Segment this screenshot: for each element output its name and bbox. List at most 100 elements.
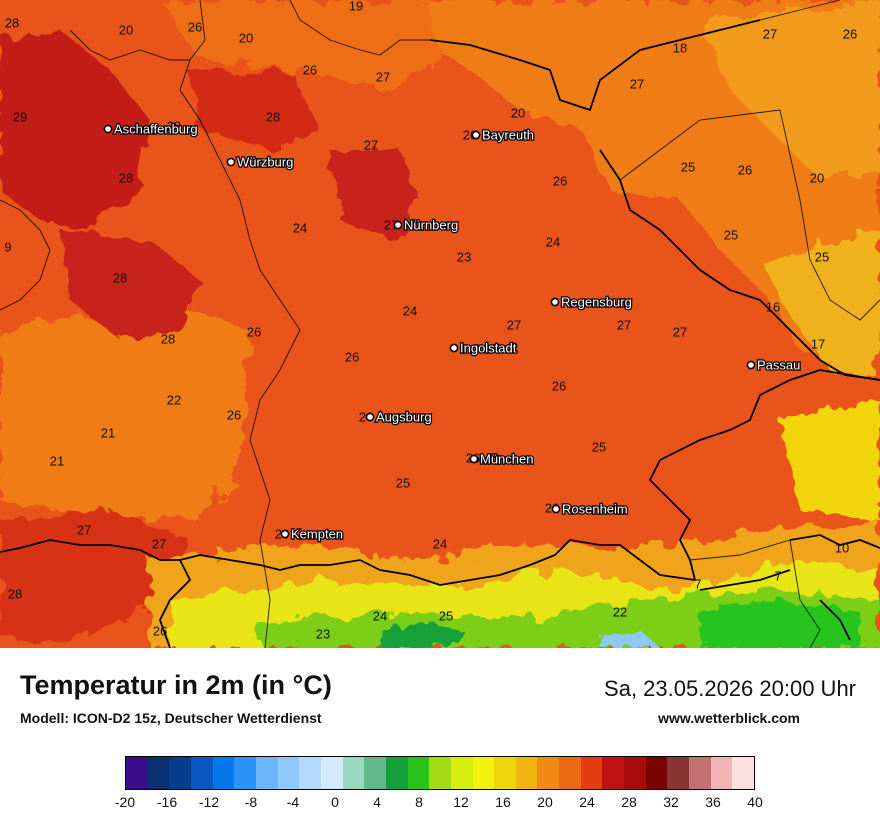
temperature-value: 27	[77, 522, 91, 537]
border-state-northwest	[69, 29, 190, 61]
temperature-value: 25	[681, 159, 695, 174]
color-scale-segment	[255, 757, 278, 789]
color-scale-tick-label: 28	[621, 794, 637, 810]
color-scale-segment	[234, 757, 256, 789]
color-scale-segment	[515, 757, 538, 789]
temperature-value: 25	[592, 439, 606, 454]
city-marker[interactable]: Würzburg	[226, 153, 295, 171]
city-label: Würzburg	[237, 154, 293, 169]
color-scale-segment	[364, 757, 386, 789]
zone-center-north-orange	[160, 0, 440, 90]
temperature-value: 20	[119, 22, 133, 37]
temperature-value: 25	[396, 475, 410, 490]
city-dot-icon	[393, 220, 403, 230]
temperature-value: 20	[239, 30, 253, 45]
city-marker[interactable]: Passau	[746, 356, 802, 374]
city-marker[interactable]: Nürnberg	[393, 216, 460, 234]
border-czech-inner	[619, 0, 880, 321]
color-scale-segment	[732, 757, 755, 789]
color-scale-segment	[190, 757, 213, 789]
city-marker[interactable]: Augsburg	[365, 408, 433, 426]
temperature-value: 27	[364, 137, 378, 152]
color-scale-segment	[624, 757, 646, 789]
temperature-value: 28	[5, 15, 19, 30]
temperature-value: 22	[167, 392, 181, 407]
border-czech	[429, 19, 880, 381]
temperature-value: 28	[8, 586, 22, 601]
color-scale-tick-label: 4	[373, 794, 381, 810]
country-borders	[0, 19, 880, 648]
zone-nuernberg-hot	[330, 150, 420, 240]
color-scale-tick-label: 0	[331, 794, 339, 810]
color-scale-segment	[429, 757, 451, 789]
map-subtitle: Modell: ICON-D2 15z, Deutscher Wetterdie…	[20, 710, 322, 726]
temperature-value: 28	[167, 118, 181, 133]
forecast-datetime: Sa, 23.05.2026 20:00 Uhr	[604, 676, 856, 701]
temperature-value: 28	[113, 270, 127, 285]
temperature-value-labels: 28 20 26 20 19 18 27 26 26 27 27 20 29 28 28 26 27 25 26 20…	[4, 0, 857, 641]
zone-far-northeast	[700, 0, 880, 180]
border-state-west	[179, 0, 301, 648]
temperature-value: 20	[511, 105, 525, 120]
temperature-value: 24	[373, 608, 387, 623]
zone-west-orange	[0, 300, 250, 520]
temperature-value: 26	[153, 623, 167, 638]
temperature-value: 26	[553, 173, 567, 188]
zone-east-mountains	[760, 230, 880, 380]
color-scale-bar	[125, 756, 755, 790]
city-dot-icon	[469, 454, 479, 464]
state-borders	[0, 0, 880, 648]
city-marker[interactable]: Kempten	[280, 525, 344, 543]
color-scale-tick-label: 12	[453, 794, 469, 810]
city-marker[interactable]: Regensburg	[550, 293, 633, 311]
temperature-value: 21	[50, 453, 64, 468]
color-scale-tick-label: -16	[156, 794, 178, 810]
city-marker[interactable]: Aschaffenburg	[103, 120, 199, 138]
temperature-value: 26	[552, 378, 566, 393]
temperature-value: 27	[507, 317, 521, 332]
temperature-value: 22	[613, 604, 627, 619]
color-scale-segment	[407, 757, 430, 789]
color-scale-segment	[602, 757, 625, 789]
zone-southwest-red	[0, 510, 190, 640]
city-dot-icon	[746, 360, 756, 370]
city-dot-icon	[103, 124, 113, 134]
city-marker[interactable]: Bayreuth	[471, 126, 535, 144]
temperature-value: 17	[811, 336, 825, 351]
color-scale-segment	[494, 757, 516, 789]
temperature-value: 25	[815, 249, 829, 264]
city-dot-icon	[551, 504, 561, 514]
temperature-value: 29	[13, 109, 27, 124]
temperature-value: 27	[630, 76, 644, 91]
color-scale-ticks: -20 -16 -12 -8 -4 0 4 8 12 16 20 24 28 32 36 40	[115, 794, 763, 814]
temperature-value: 28	[161, 331, 175, 346]
temperature-value: 27	[673, 324, 687, 339]
color-scale-segment	[710, 757, 733, 789]
color-scale-tick-label: 36	[705, 794, 721, 810]
temperature-value: 27	[384, 217, 398, 232]
temperature-value: 26	[303, 62, 317, 77]
city-label: Ingolstadt	[460, 340, 517, 355]
border-switzerland	[0, 539, 192, 648]
website-link[interactable]: www.wetterblick.com	[658, 710, 800, 726]
temperature-zones	[0, 0, 880, 648]
city-marker[interactable]: München	[469, 450, 535, 468]
color-scale-segment	[537, 757, 560, 789]
border-austria-north	[648, 369, 880, 581]
temperature-value: 16	[766, 299, 780, 314]
city-markers: Aschaffenburg Würzburg Bayreuth Nürnberg Reg…	[103, 120, 802, 543]
temperature-value: 28	[119, 170, 133, 185]
color-scale-segment	[212, 757, 235, 789]
temperature-value: 26	[188, 19, 202, 34]
city-marker[interactable]: Ingolstadt	[449, 339, 518, 357]
color-scale-segment	[667, 757, 690, 789]
legend-panel: Temperatur in 2m (in °C) Modell: ICON-D2…	[0, 648, 880, 830]
temperature-value: 26	[247, 324, 261, 339]
color-scale-tick-label: -8	[244, 794, 258, 810]
zone-alps-cold	[600, 630, 660, 648]
color-scale-tick-label: 40	[747, 794, 763, 810]
temperature-value: 20	[810, 170, 824, 185]
color-scale-tick-label: -12	[198, 794, 220, 810]
city-dot-icon	[471, 130, 481, 140]
city-marker[interactable]: Rosenheim	[551, 500, 629, 518]
